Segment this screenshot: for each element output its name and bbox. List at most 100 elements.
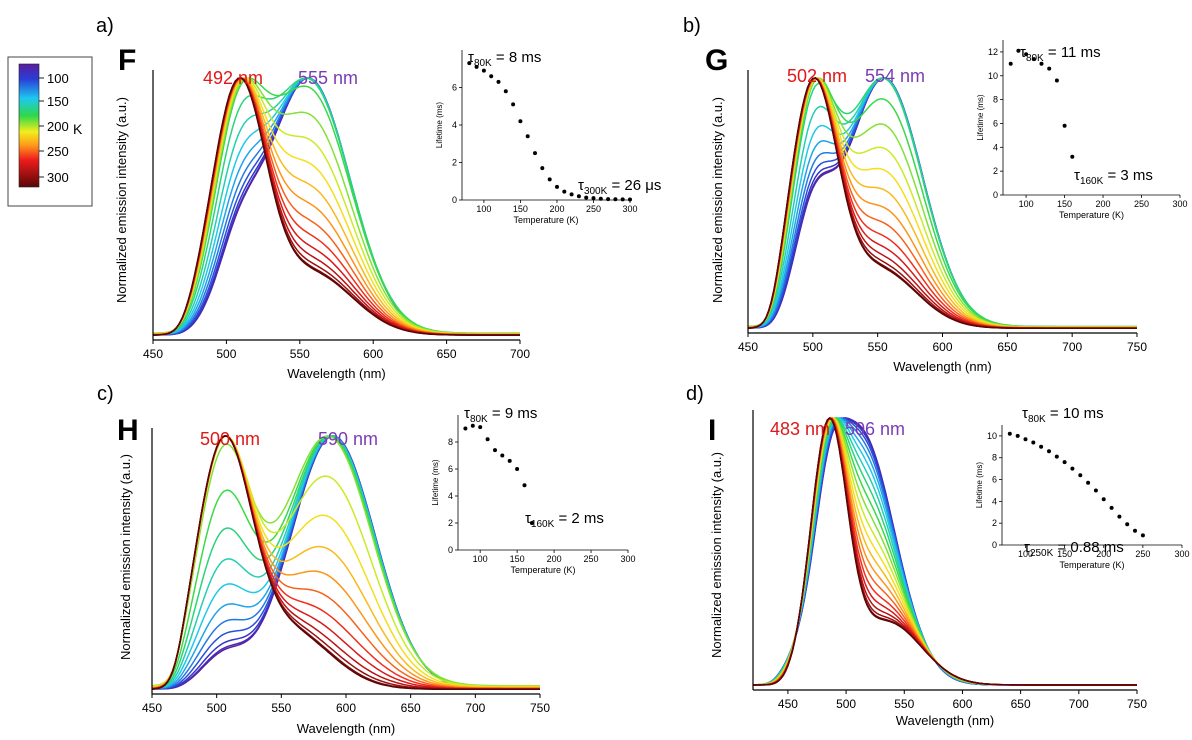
lifetime-point: [525, 134, 530, 139]
lifetime-point: [1047, 449, 1051, 454]
lifetime-point: [1086, 480, 1091, 485]
lifetime-point: [485, 437, 490, 442]
lifetime-point: [1070, 154, 1075, 159]
panel-letter: I: [708, 414, 716, 447]
lifetime-point: [511, 102, 516, 107]
x-tick-label: 550: [290, 347, 310, 361]
peak-label: 502 nm: [787, 66, 847, 86]
inset-x-tick-label: 250: [584, 554, 599, 564]
x-tick-label: 750: [530, 701, 550, 715]
x-axis-label: Wavelength (nm): [297, 721, 396, 736]
lifetime-point: [1039, 444, 1044, 449]
y-axis-label: Normalized emission intensity (a.u.): [118, 454, 133, 660]
lifetime-point: [500, 453, 505, 458]
x-tick-label: 700: [1069, 697, 1089, 711]
lifetime-point: [1015, 433, 1020, 438]
inset-x-tick-label: 100: [473, 554, 488, 564]
lifetime-point: [1133, 528, 1137, 533]
inset-x-tick-label: 150: [513, 204, 528, 214]
lifetime-point: [1047, 66, 1052, 71]
x-tick-label: 600: [932, 340, 952, 354]
x-tick-label: 650: [401, 701, 421, 715]
x-tick-label: 550: [894, 697, 914, 711]
inset-y-axis-label: Lifetime (ms): [431, 459, 440, 506]
lifetime-point: [474, 64, 479, 69]
inset-y-tick-label: 12: [988, 47, 998, 57]
lifetime-point: [613, 197, 618, 202]
lifetime-point: [503, 89, 508, 94]
x-tick-label: 750: [1127, 340, 1147, 354]
inset-y-tick-label: 0: [992, 540, 997, 550]
lifetime-point: [540, 166, 545, 171]
inset-x-tick-label: 200: [549, 204, 564, 214]
lifetime-point: [467, 61, 472, 66]
inset-y-tick-label: 6: [992, 475, 997, 485]
panel-label: a): [96, 15, 114, 37]
inset-x-tick-label: 200: [1096, 549, 1111, 559]
inset-y-tick-label: 8: [448, 437, 453, 447]
lifetime-point: [1101, 497, 1106, 502]
lifetime-point: [515, 467, 520, 471]
x-tick-label: 450: [142, 701, 162, 715]
x-tick-label: 700: [465, 701, 485, 715]
lifetime-point: [606, 197, 611, 202]
lifetime-point: [529, 521, 534, 525]
colorbar-gradient: [18, 63, 40, 188]
x-tick-label: 600: [336, 701, 356, 715]
lifetime-point: [1117, 514, 1122, 519]
lifetime-point: [1023, 437, 1028, 442]
x-axis-label: Wavelength (nm): [896, 713, 995, 728]
x-tick-label: 750: [1127, 697, 1147, 711]
lifetime-point: [1031, 440, 1036, 445]
x-tick-label: 450: [143, 347, 163, 361]
peak-label: 483 nm: [770, 419, 830, 439]
inset-y-tick-label: 4: [993, 142, 998, 152]
inset-y-tick-label: 2: [992, 518, 997, 528]
inset-x-axis-label: Temperature (K): [510, 565, 575, 575]
spectrum-line: [151, 435, 540, 691]
lifetime-point: [576, 194, 581, 199]
inset-y-tick-label: 6: [993, 118, 998, 128]
lifetime-point: [481, 68, 486, 73]
inset-x-axis-label: Temperature (K): [1059, 210, 1124, 220]
chart-panel-G: b)G 450 500 550 600 650 700 750 Wavelength (nm) N…: [683, 15, 1188, 374]
inset-y-tick-label: 2: [993, 166, 998, 176]
lifetime-point: [584, 195, 589, 200]
inset-x-tick-label: 200: [547, 554, 562, 564]
x-tick-label: 550: [868, 340, 888, 354]
lifetime-point: [591, 196, 596, 201]
lifetime-annotation: τ160K = 2 ms: [525, 510, 604, 530]
lifetime-point: [1070, 466, 1075, 471]
spectrum-line: [747, 77, 1137, 330]
inset-x-tick-label: 150: [1057, 549, 1072, 559]
lifetime-point: [1024, 52, 1029, 57]
x-tick-label: 650: [437, 347, 457, 361]
inset-x-tick-label: 300: [1174, 549, 1189, 559]
inset-y-tick-label: 4: [452, 120, 457, 130]
peak-label: 555 nm: [298, 68, 358, 88]
inset-x-tick-label: 100: [1018, 549, 1033, 559]
lifetime-annotation: τ300K = 26 μs: [578, 177, 661, 197]
inset-y-tick-label: 4: [448, 491, 453, 501]
lifetime-point: [1125, 522, 1130, 527]
lifetime-point: [1054, 78, 1059, 83]
inset-x-tick-label: 300: [620, 554, 635, 564]
spectra-series-group: [747, 77, 1137, 330]
lifetime-point: [569, 192, 574, 197]
inset-x-tick-label: 300: [622, 204, 637, 214]
peak-label: 492 nm: [203, 68, 263, 88]
colorbar-tick-label: 100: [47, 71, 69, 86]
lifetime-point: [1093, 488, 1098, 493]
lifetime-point: [522, 483, 527, 488]
inset-y-tick-label: 8: [993, 95, 998, 105]
inset-x-tick-label: 200: [1096, 199, 1111, 209]
inset-x-tick-label: 150: [1057, 199, 1072, 209]
lifetime-point: [598, 196, 603, 201]
x-tick-label: 450: [738, 340, 758, 354]
lifetime-annotation: τ160K = 3 ms: [1074, 167, 1153, 187]
temperature-colorbar: 100 150 200 250 300 K: [7, 56, 93, 207]
lifetime-point: [507, 458, 512, 463]
inset-x-tick-label: 250: [586, 204, 601, 214]
lifetime-point: [470, 423, 475, 428]
